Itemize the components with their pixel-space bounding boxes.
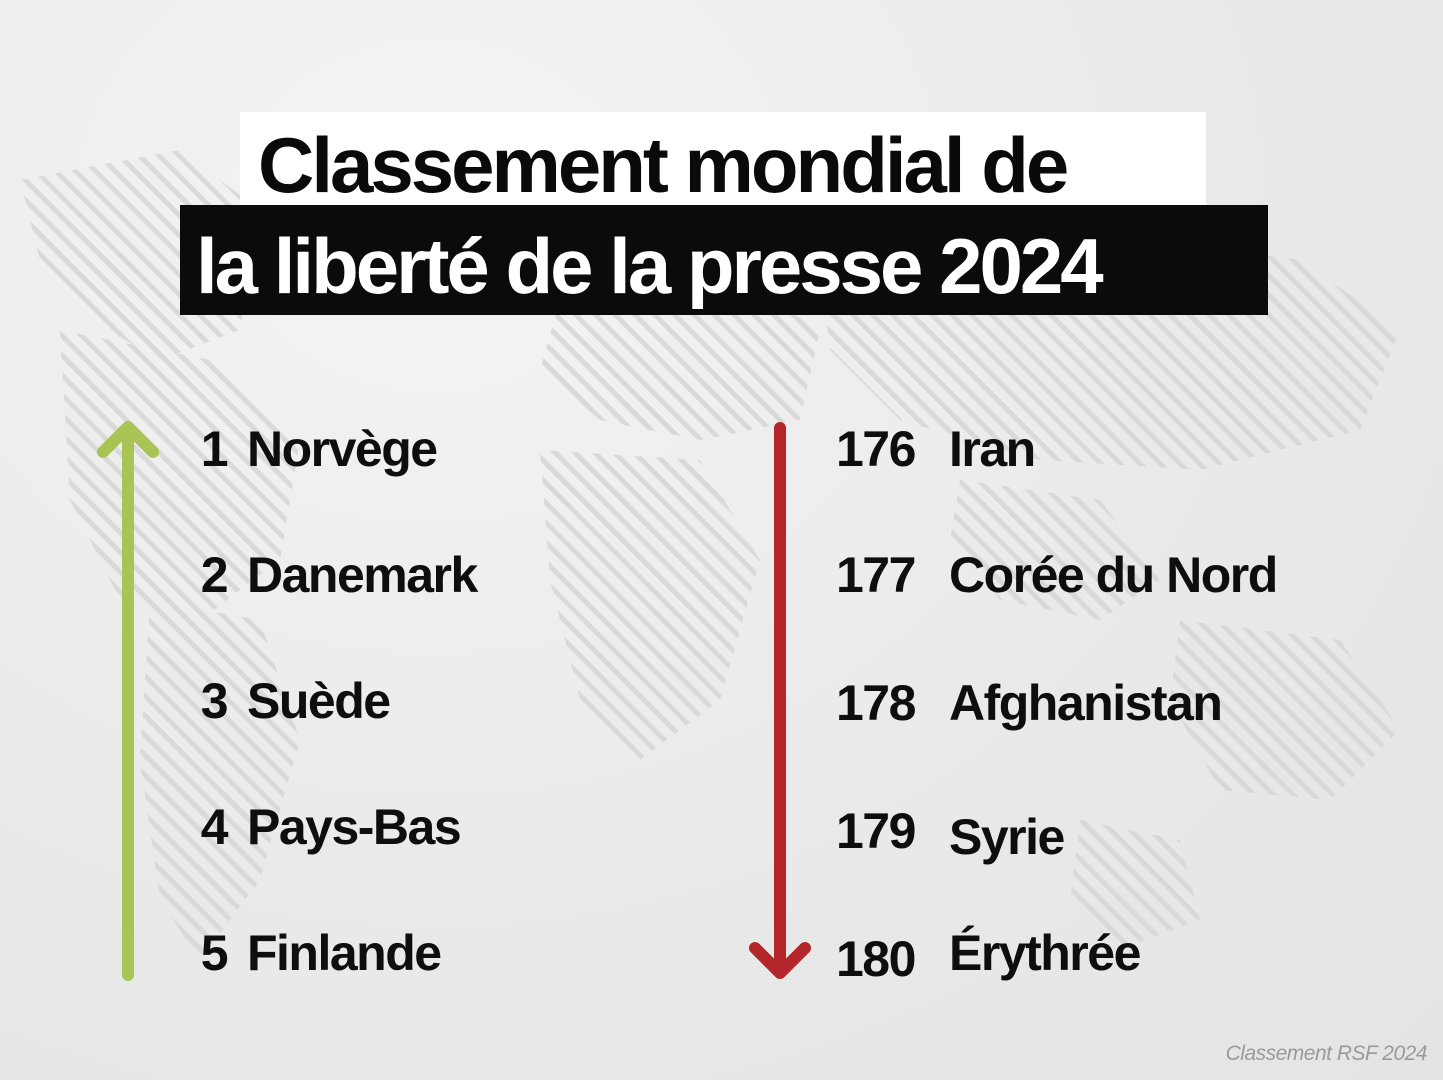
rank-number: 178 <box>836 675 916 731</box>
rank-number: 3 <box>200 673 229 729</box>
country-name: Afghanistan <box>949 675 1223 731</box>
country-name: Pays-Bas <box>247 799 462 855</box>
title-line-1-box: Classement mondial de <box>240 112 1206 210</box>
country-name: Norvège <box>247 421 438 477</box>
rank-number: 179 <box>836 803 916 859</box>
rank-number: 1 <box>200 421 229 477</box>
country-name: Érythrée <box>949 925 1141 981</box>
country-name: Danemark <box>247 547 478 603</box>
rank-number: 4 <box>200 799 229 855</box>
rank-number: 5 <box>200 925 229 981</box>
arrow-up-icon <box>97 421 159 981</box>
title-line-1: Classement mondial de <box>258 121 1069 209</box>
country-name: Suède <box>247 673 391 729</box>
rank-number: 2 <box>200 547 229 603</box>
country-name: Corée du Nord <box>949 547 1278 603</box>
title-line-2-box: la liberté de la presse 2024 <box>180 205 1268 315</box>
arrow-down-icon <box>749 422 811 979</box>
country-name: Iran <box>949 421 1036 477</box>
country-name: Finlande <box>247 925 442 981</box>
rank-number: 177 <box>836 547 916 603</box>
title-line-2: la liberté de la presse 2024 <box>196 222 1104 310</box>
rank-number: 180 <box>836 931 916 987</box>
rank-number: 176 <box>836 421 916 477</box>
source-caption: Classement RSF 2024 <box>1225 1042 1428 1065</box>
country-name: Syrie <box>949 809 1065 865</box>
